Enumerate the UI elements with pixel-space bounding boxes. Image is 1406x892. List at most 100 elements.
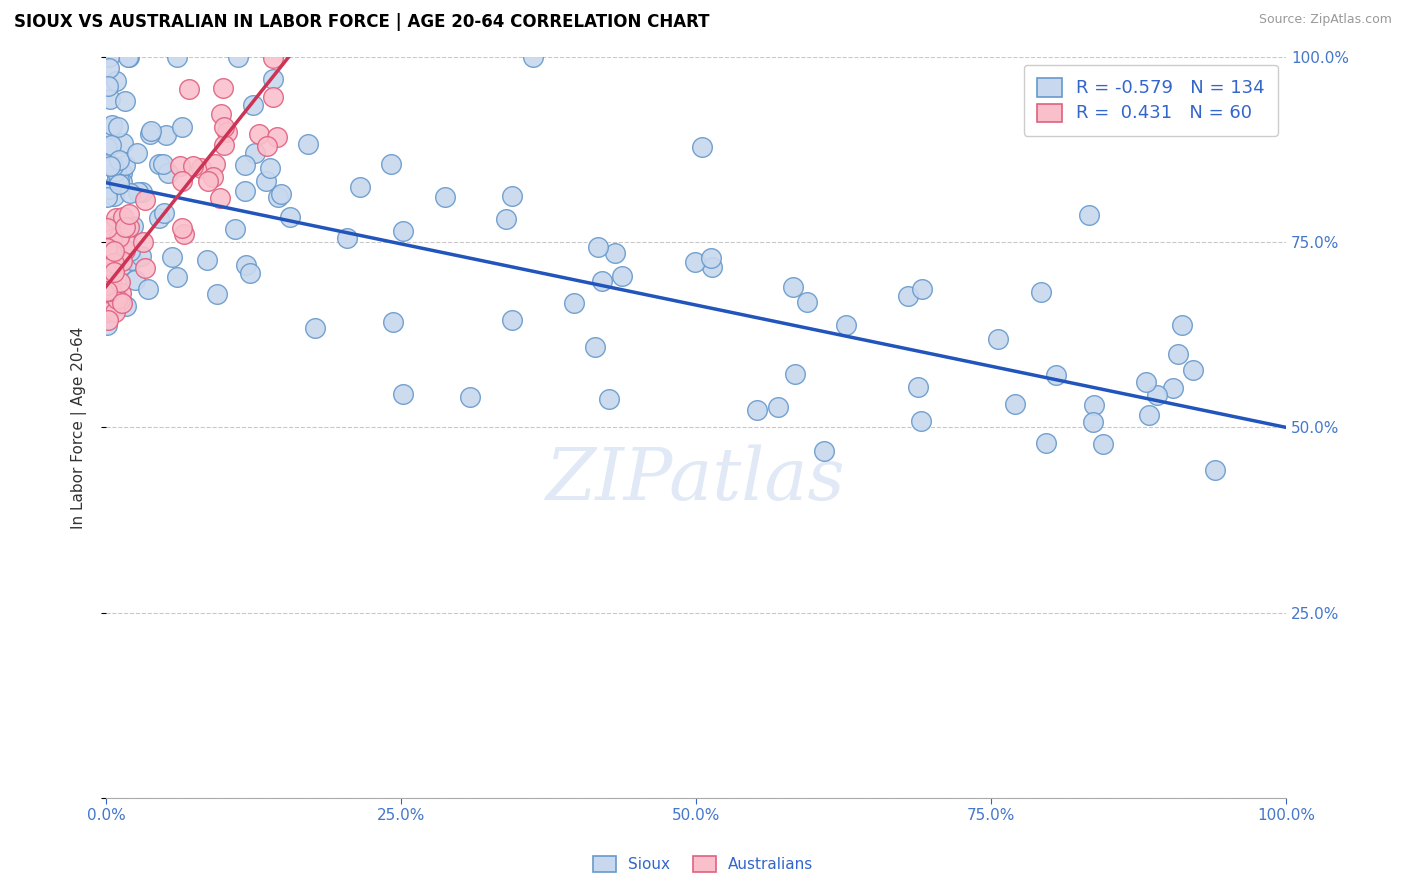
Point — [96, 141, 118, 155]
Point — [96, 318, 118, 333]
Point — [131, 235, 153, 249]
Point — [118, 244, 141, 259]
Point — [96, 220, 118, 235]
Point — [101, 160, 124, 174]
Point — [97, 157, 120, 171]
Point — [583, 340, 606, 354]
Point — [1170, 318, 1192, 332]
Point — [97, 263, 120, 277]
Point — [179, 81, 201, 95]
Point — [304, 321, 326, 335]
Point — [101, 251, 124, 265]
Point — [1161, 381, 1184, 395]
Point — [380, 157, 402, 171]
Point — [111, 296, 134, 310]
Point — [215, 125, 238, 139]
Point — [690, 140, 713, 154]
Point — [122, 219, 145, 233]
Point — [785, 367, 807, 381]
Point — [98, 159, 121, 173]
Point — [1137, 409, 1160, 423]
Point — [96, 300, 118, 314]
Point — [212, 137, 235, 152]
Point — [98, 302, 121, 317]
Point — [239, 266, 262, 280]
Point — [98, 292, 121, 306]
Point — [1135, 376, 1157, 390]
Point — [118, 50, 141, 64]
Point — [103, 244, 125, 258]
Point — [1035, 436, 1057, 450]
Point — [270, 186, 292, 201]
Point — [148, 157, 170, 171]
Point — [588, 239, 610, 253]
Point — [910, 414, 932, 428]
Point — [121, 253, 143, 268]
Point — [134, 260, 156, 275]
Point — [243, 145, 266, 160]
Point — [254, 174, 277, 188]
Point — [131, 185, 153, 199]
Point — [108, 293, 131, 307]
Point — [98, 263, 121, 277]
Point — [98, 92, 121, 106]
Point — [278, 211, 301, 225]
Point — [108, 245, 131, 260]
Point — [907, 380, 929, 394]
Point — [138, 282, 160, 296]
Point — [98, 182, 121, 196]
Point — [336, 231, 359, 245]
Point — [103, 265, 125, 279]
Point — [700, 251, 723, 265]
Point — [111, 136, 134, 150]
Point — [107, 230, 129, 244]
Point — [97, 241, 120, 255]
Point — [96, 242, 118, 256]
Point — [98, 62, 121, 76]
Point — [103, 219, 125, 234]
Point — [211, 81, 233, 95]
Point — [166, 269, 188, 284]
Point — [101, 280, 124, 294]
Point — [96, 284, 118, 298]
Point — [129, 249, 152, 263]
Point — [100, 283, 122, 297]
Text: Source: ZipAtlas.com: Source: ZipAtlas.com — [1258, 13, 1392, 27]
Point — [1204, 463, 1226, 477]
Point — [114, 220, 136, 235]
Point — [114, 158, 136, 172]
Point — [610, 268, 633, 283]
Point — [1146, 387, 1168, 401]
Point — [911, 281, 934, 295]
Point — [266, 129, 288, 144]
Point — [226, 50, 249, 64]
Point — [103, 189, 125, 203]
Point — [169, 159, 191, 173]
Y-axis label: In Labor Force | Age 20-64: In Labor Force | Age 20-64 — [72, 326, 87, 529]
Point — [591, 274, 613, 288]
Point — [115, 299, 138, 313]
Point — [114, 244, 136, 258]
Point — [101, 119, 124, 133]
Point — [170, 220, 193, 235]
Text: ZIPatlas: ZIPatlas — [546, 444, 846, 515]
Point — [598, 392, 620, 407]
Point — [118, 220, 141, 235]
Point — [262, 51, 284, 65]
Point — [110, 275, 132, 289]
Point — [813, 444, 835, 458]
Point — [111, 258, 134, 272]
Point — [97, 50, 120, 64]
Point — [107, 173, 129, 187]
Point — [111, 166, 134, 180]
Point — [700, 260, 723, 274]
Point — [262, 90, 284, 104]
Point — [148, 211, 170, 225]
Point — [117, 50, 139, 64]
Point — [101, 159, 124, 173]
Point — [124, 273, 146, 287]
Point — [683, 255, 706, 269]
Point — [98, 157, 121, 171]
Point — [1078, 208, 1101, 222]
Point — [96, 268, 118, 282]
